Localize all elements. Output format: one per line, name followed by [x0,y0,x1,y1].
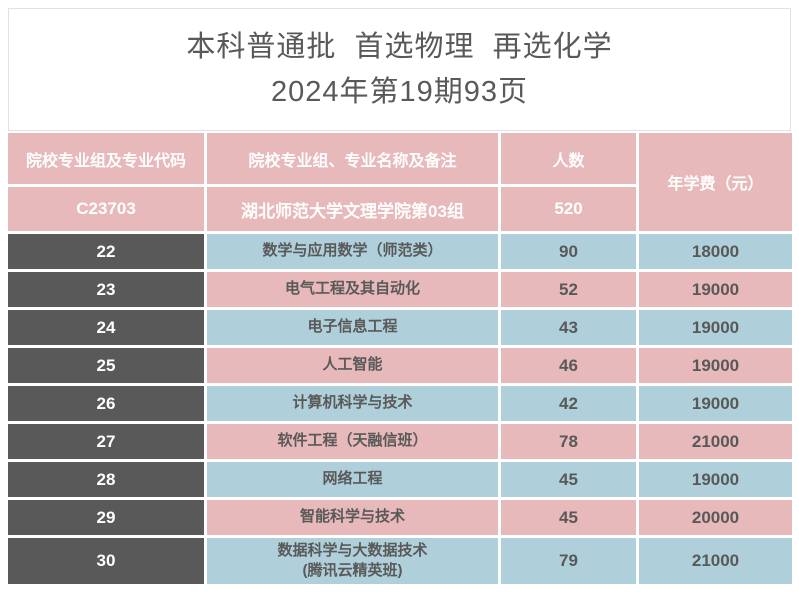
table-row-fee: 19000 [639,310,792,345]
table-row-count: 43 [501,310,636,345]
table-row-fee: 19000 [639,462,792,497]
group-row-count: 520 [501,187,636,231]
table-row-major: 智能科学与技术 [207,500,498,535]
table-row-fee: 19000 [639,386,792,421]
table-row-major: 电气工程及其自动化 [207,272,498,307]
table-row-fee: 18000 [639,234,792,269]
table-row-major: 人工智能 [207,348,498,383]
table-row-count: 90 [501,234,636,269]
header-fee: 年学费（元） [639,133,792,231]
header-name: 院校专业组、专业名称及备注 [207,133,498,184]
table-row-code: 23 [8,272,204,307]
table-row-count: 52 [501,272,636,307]
table-row-code: 26 [8,386,204,421]
title-box: 本科普通批 首选物理 再选化学 2024年第19期93页 [8,8,791,131]
table-row-code: 27 [8,424,204,459]
table-row-count: 79 [501,538,636,584]
group-row-code: C23703 [8,187,204,231]
table-row-fee: 20000 [639,500,792,535]
table-row-code: 22 [8,234,204,269]
table-row-count: 45 [501,462,636,497]
table-row-major: 计算机科学与技术 [207,386,498,421]
table-row-code: 30 [8,538,204,584]
table-row-major: 软件工程（天融信班） [207,424,498,459]
table-row-count: 78 [501,424,636,459]
table-row-fee: 19000 [639,348,792,383]
table-row-major: 网络工程 [207,462,498,497]
table-row-major: 电子信息工程 [207,310,498,345]
table-row-count: 42 [501,386,636,421]
admissions-table: 院校专业组及专业代码 院校专业组、专业名称及备注 人数 年学费（元） C2370… [8,133,792,584]
table-row-count: 46 [501,348,636,383]
table-row-fee: 21000 [639,424,792,459]
table-row-major: 数据科学与大数据技术 (腾讯云精英班) [207,538,498,584]
page-title-line1: 本科普通批 首选物理 再选化学 [186,30,613,63]
table-row-fee: 19000 [639,272,792,307]
table-row-code: 24 [8,310,204,345]
table-row-code: 28 [8,462,204,497]
header-code: 院校专业组及专业代码 [8,133,204,184]
table-row-count: 45 [501,500,636,535]
page-title-line2: 2024年第19期93页 [270,75,529,108]
table-row-major: 数学与应用数学（师范类） [207,234,498,269]
group-row-name: 湖北师范大学文理学院第03组 [207,187,498,231]
table-row-code: 25 [8,348,204,383]
header-count: 人数 [501,133,636,184]
table-row-fee: 21000 [639,538,792,584]
table-row-code: 29 [8,500,204,535]
